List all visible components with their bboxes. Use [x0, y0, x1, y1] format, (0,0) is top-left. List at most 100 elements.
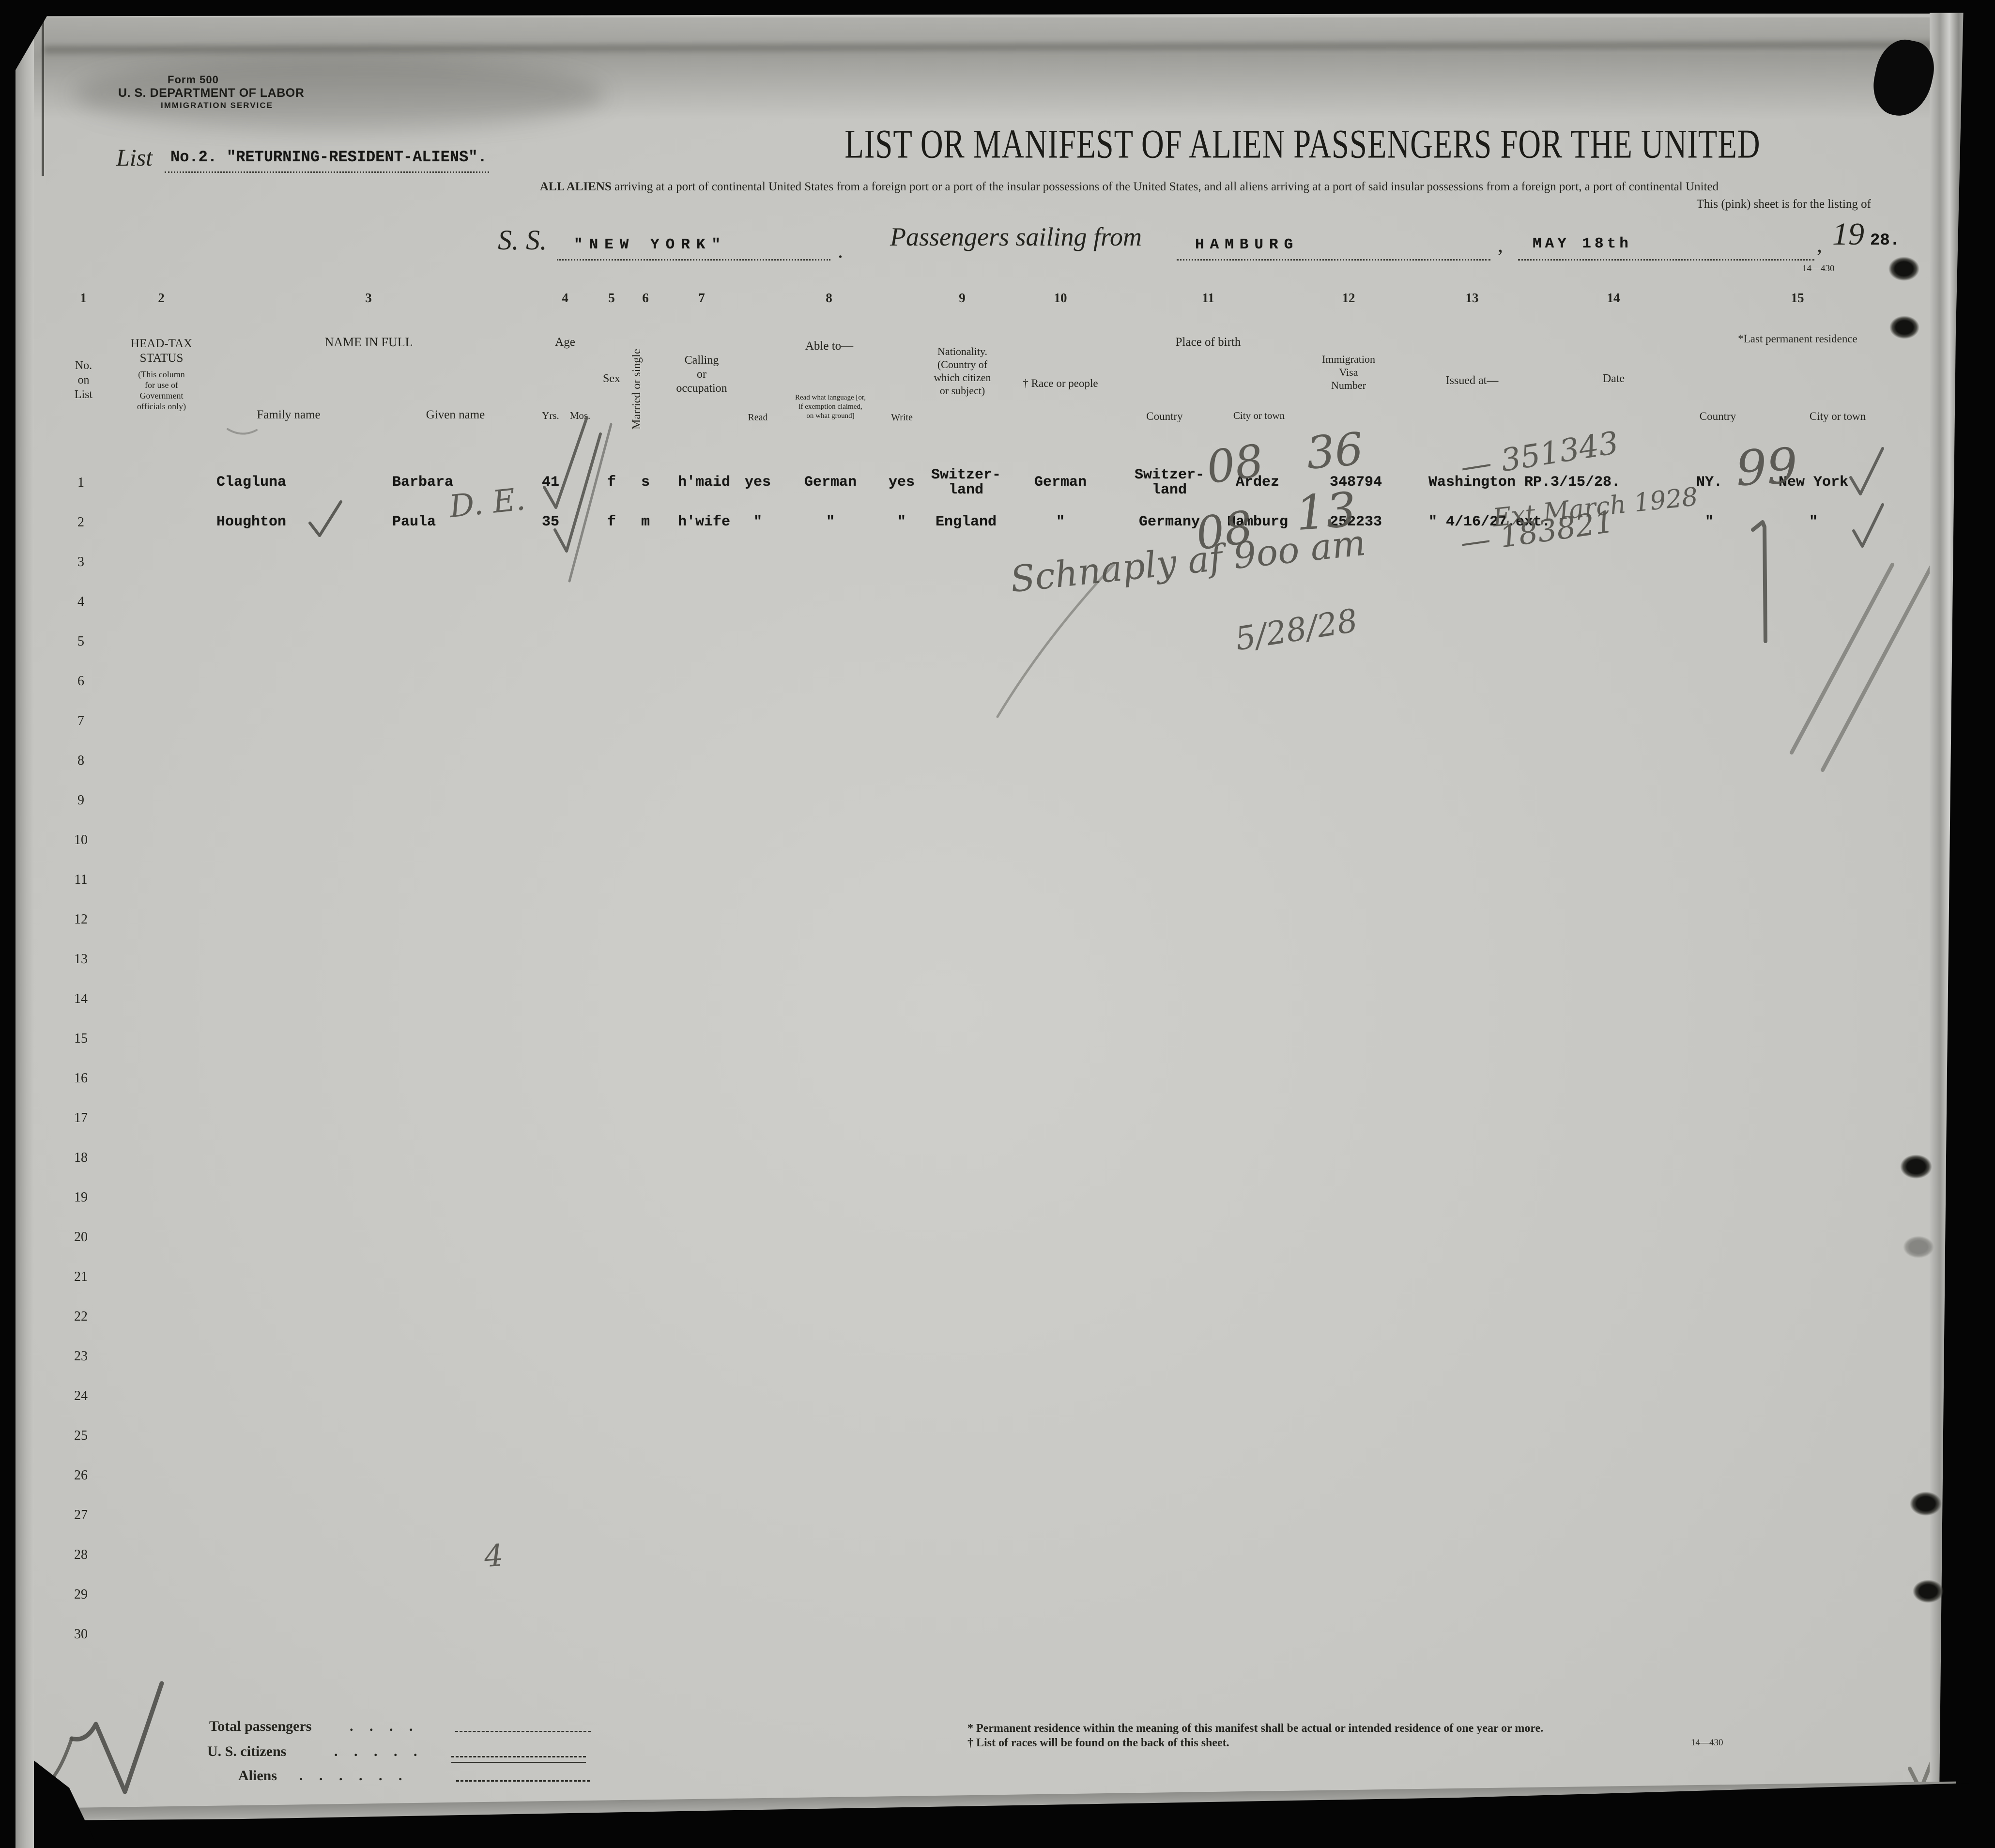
column-number: 13	[1465, 291, 1479, 305]
row-number: 5	[77, 634, 84, 649]
cell-write-row2: "	[897, 514, 906, 530]
row-number: 23	[74, 1349, 88, 1364]
cell-read-row1: yes	[744, 474, 771, 491]
header-nationality: Nationality. (Country of which citizen o…	[934, 345, 991, 397]
header-read: Read	[748, 412, 768, 423]
row-number: 27	[74, 1508, 88, 1523]
plate-number-bottom: 14—430	[1691, 1738, 1723, 1748]
tally-one-mark	[1751, 520, 1767, 643]
header-read-lang: Read what language [or, if exemption cla…	[795, 394, 866, 420]
header-no: No. on List	[74, 359, 93, 401]
punch-hole-icon	[1910, 1492, 1942, 1516]
date-underline	[1518, 245, 1814, 261]
header-headtax-title: HEAD-TAX STATUS	[130, 337, 193, 365]
header-race: † Race or people	[1023, 377, 1098, 389]
cell-family-row1: Clagluna	[216, 474, 287, 491]
column-number: 6	[642, 291, 649, 305]
check-mark-icon	[308, 500, 342, 537]
row-number: 1	[77, 475, 84, 490]
aliens-label: Aliens	[238, 1768, 277, 1784]
paper-shadow-blob	[73, 58, 605, 131]
cell-nationality-row1: Switzer- land	[931, 467, 1001, 498]
column-number: 3	[365, 291, 372, 305]
header-sex: Sex	[603, 372, 620, 385]
list-title: "RETURNING-RESIDENT-ALIENS".	[227, 148, 487, 166]
cell-marital-row1: s	[641, 474, 650, 491]
row-number: 10	[74, 832, 88, 847]
column-number: 2	[158, 291, 165, 305]
column-number: 5	[608, 291, 615, 305]
header-birth-country: Country	[1146, 410, 1183, 422]
cell-birth-country-row1: Switzer- land	[1134, 467, 1205, 498]
port-of-sailing: HAMBURG	[1195, 236, 1299, 253]
row-number: 14	[74, 991, 88, 1006]
total-passengers-line	[455, 1731, 591, 1734]
cell-birth-country-row2: Germany	[1138, 514, 1200, 530]
header-birth-group: Place of birth	[1175, 336, 1241, 349]
ss-label: S. S.	[498, 224, 547, 256]
cell-issued-date-row2: " 4/16/27.ext.	[1428, 514, 1551, 530]
row-number: 15	[74, 1031, 88, 1046]
subtitle-line1: ALL ALIENS arriving at a port of contine…	[387, 180, 1871, 194]
column-number: 10	[1054, 291, 1067, 305]
form-number: Form 500	[168, 74, 219, 86]
row-number: 28	[74, 1547, 88, 1562]
cell-given-row1: Barbara	[392, 474, 454, 491]
cell-sex-row1: f	[607, 474, 616, 491]
header-issued: Issued at—	[1445, 374, 1499, 387]
manifest-sheet	[15, 14, 1950, 1820]
check-mark-icon	[69, 1681, 164, 1794]
cell-calling-row1: h'maid	[678, 474, 731, 491]
comma-2: ,	[1817, 233, 1822, 257]
punch-hole-icon	[1888, 257, 1919, 281]
row-number: 8	[77, 753, 84, 768]
pencil-flourish	[996, 563, 1115, 718]
list-label: List	[116, 144, 153, 171]
row-number: 19	[74, 1190, 88, 1205]
row-number: 30	[74, 1627, 88, 1642]
pencil-stroke	[1821, 554, 1939, 772]
header-residence-group: *Last permanent residence	[1738, 333, 1857, 345]
sailing-date: MAY 18th	[1533, 235, 1632, 252]
row-number: 3	[77, 554, 84, 570]
column-number: 15	[1791, 291, 1804, 305]
us-citizens-dots: . . . . .	[334, 1743, 417, 1759]
us-citizens-label: U. S. citizens	[207, 1743, 287, 1759]
header-age-group: Age	[555, 336, 575, 349]
left-background	[0, 0, 15, 1848]
header-write: Write	[891, 412, 913, 423]
cell-write-row1: yes	[888, 474, 915, 491]
header-yrs: Yrs.	[542, 410, 559, 421]
row-number: 29	[74, 1587, 88, 1602]
list-underline	[165, 157, 489, 173]
column-number: 1	[80, 291, 87, 305]
cell-res-country-row1: NY.	[1696, 474, 1722, 491]
cell-yrs-row2: 35	[541, 514, 559, 530]
total-passengers-label: Total passengers	[209, 1718, 312, 1734]
cell-visa-row2: 252233	[1329, 514, 1382, 530]
row-number: 26	[74, 1468, 88, 1483]
year-printed: 19	[1832, 216, 1864, 252]
row-number: 17	[74, 1110, 88, 1125]
header-name-group: NAME IN FULL	[324, 335, 413, 349]
header-date: Date	[1602, 372, 1625, 385]
plate-number-top: 14—430	[1802, 263, 1835, 274]
cell-issued-date-row1: Washington RP.3/15/28.	[1428, 474, 1621, 491]
us-citizens-line	[451, 1756, 586, 1759]
left-page-stack	[15, 0, 34, 1848]
cell-given-row2: Paula	[392, 514, 436, 530]
check-mark-icon	[1852, 503, 1884, 548]
total-passengers-dots: . . . .	[350, 1718, 413, 1734]
header-res-country: Country	[1699, 410, 1736, 422]
cell-birth-city-row1: Ardez	[1235, 474, 1279, 491]
cell-language-row1: German	[804, 474, 857, 491]
row-number: 22	[74, 1309, 88, 1324]
row-number: 25	[74, 1428, 88, 1443]
column-number: 12	[1342, 291, 1355, 305]
cell-marital-row2: m	[641, 514, 650, 530]
check-mark-icon	[1849, 447, 1884, 495]
header-res-city: City or town	[1809, 410, 1866, 422]
ship-name: "NEW YORK"	[574, 236, 727, 253]
pencil-stroke	[568, 423, 613, 583]
row-number: 2	[77, 515, 84, 530]
